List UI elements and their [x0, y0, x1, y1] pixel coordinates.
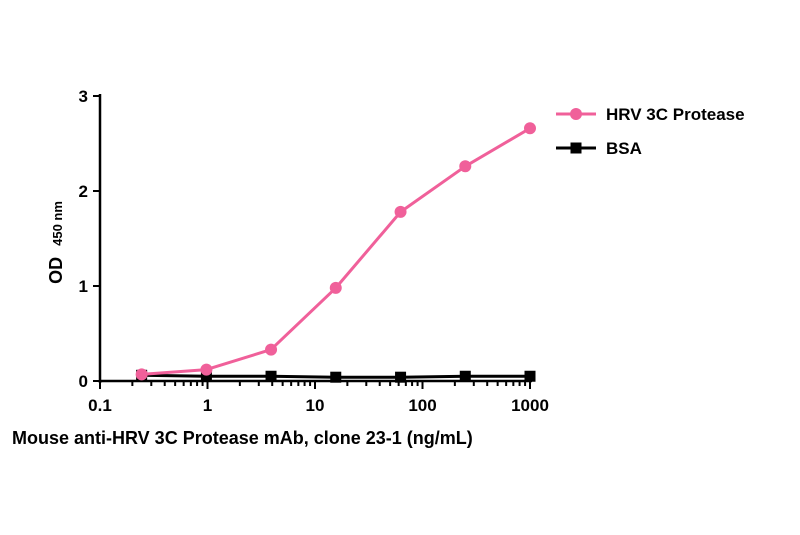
legend: HRV 3C Protease BSA [556, 105, 745, 158]
data-point [329, 281, 342, 294]
data-point [200, 363, 213, 376]
series-line [141, 127, 531, 376]
legend-item: HRV 3C Protease [556, 105, 745, 124]
data-point [265, 343, 278, 356]
data-point [395, 371, 407, 383]
series-hrv-3c-protease [135, 122, 536, 381]
x-axis-title: Mouse anti-HRV 3C Protease mAb, clone 23… [12, 428, 473, 448]
y-tick-label: 1 [79, 277, 88, 296]
series-bsa [136, 369, 536, 383]
x-ticks: 0.1 1 10 100 1000 [88, 381, 549, 415]
data-point [459, 370, 471, 382]
x-tick-label: 10 [306, 396, 325, 415]
y-ticks: 0 1 2 3 [79, 87, 100, 391]
y-tick-label: 2 [79, 182, 88, 201]
axes [98, 94, 532, 383]
legend-item: BSA [556, 139, 642, 158]
x-tick-label: 100 [408, 396, 436, 415]
legend-label: BSA [606, 139, 642, 158]
y-axis-title: OD 450 nm [46, 201, 66, 284]
y-tick-label: 3 [79, 87, 88, 106]
data-point [330, 371, 342, 383]
y-axis-title-sub: 450 nm [50, 201, 65, 246]
y-axis-title-main: OD [46, 257, 66, 284]
data-point [135, 368, 148, 381]
x-tick-label: 0.1 [88, 396, 112, 415]
data-point [524, 370, 536, 382]
series-layer [135, 122, 536, 383]
data-point [394, 205, 407, 218]
x-tick-label: 1 [203, 396, 212, 415]
legend-marker [570, 142, 582, 154]
data-point [200, 370, 212, 382]
data-point [524, 122, 536, 135]
y-tick-label: 0 [79, 372, 88, 391]
legend-marker [570, 108, 582, 120]
legend-label: HRV 3C Protease [606, 105, 745, 124]
data-point [265, 370, 277, 382]
x-tick-label: 1000 [511, 396, 549, 415]
data-point [459, 160, 472, 173]
